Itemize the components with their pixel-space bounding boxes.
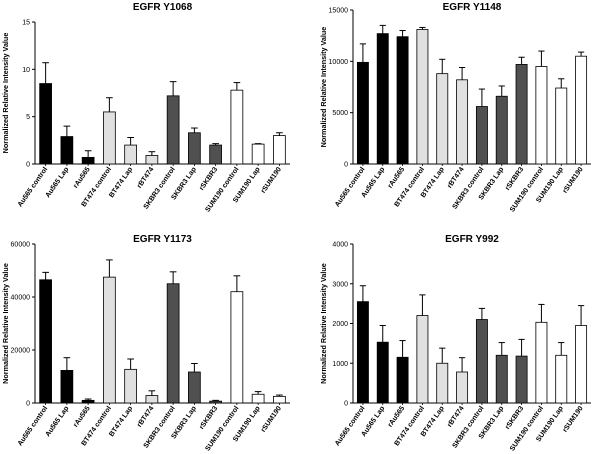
bar (60, 136, 74, 165)
x-tick-label: rBT474 (446, 166, 465, 190)
bar (166, 283, 180, 404)
y-tick-label: 4000 (332, 242, 348, 249)
bar (166, 95, 180, 165)
y-axis-label: Normalized Relative Intensity Value (1, 263, 10, 384)
bar (39, 279, 52, 404)
y-tick-label: 15 (22, 20, 30, 27)
x-tick-label: rBT474 (136, 405, 155, 429)
bar (396, 36, 409, 165)
bar (515, 64, 528, 165)
bar (209, 144, 222, 165)
bar (124, 144, 137, 165)
bar (230, 89, 244, 165)
chart-panel-3: EGFR Y1173 Normalized Relative Intensity … (1, 234, 290, 452)
bar (396, 356, 409, 404)
bar (145, 155, 159, 165)
bar (456, 371, 469, 404)
x-tick-label: rBT474 (136, 166, 155, 190)
bar (356, 301, 369, 404)
y-tick-label: 1000 (332, 361, 348, 368)
x-tick-label: Au565 control (334, 405, 367, 447)
x-tick-label: rAu565 (387, 405, 406, 429)
y-tick-label: 15000 (329, 8, 349, 15)
bar (60, 370, 74, 404)
chart-title: EGFR Y1173 (133, 234, 192, 245)
bar (555, 87, 568, 165)
x-tick-label: Au565 control (334, 166, 367, 208)
y-tick-label: 60000 (11, 242, 31, 249)
x-tick-label: rSKBR3 (198, 166, 219, 192)
x-tick-label: Au565 control (17, 405, 50, 447)
chart-title: EGFR Y992 (445, 234, 499, 245)
bar (535, 321, 548, 404)
bar (251, 143, 265, 165)
y-tick-label: 0 (26, 401, 30, 408)
bar (124, 368, 137, 404)
bar (436, 73, 449, 165)
bar (273, 135, 286, 165)
bar (535, 66, 548, 165)
bar (475, 319, 488, 404)
bar (555, 354, 568, 404)
chart-title: EGFR Y1068 (133, 2, 193, 13)
x-tick-label: rSUM190 (562, 166, 585, 195)
y-axis-label: Normalized Relative Intensity Value (319, 263, 328, 384)
bar (103, 276, 116, 404)
bar (416, 315, 429, 404)
bar (103, 111, 116, 165)
x-tick-label: rSKBR3 (504, 405, 525, 431)
y-tick-label: 10000 (329, 59, 349, 66)
bar (495, 354, 508, 404)
bar (145, 395, 159, 404)
bar (188, 132, 201, 165)
chart-panel-2: EGFR Y1148 Normalized Relative Intensity … (319, 2, 591, 213)
bar (209, 400, 222, 404)
bar (416, 29, 429, 165)
x-tick-label: rAu565 (72, 405, 91, 429)
bar (436, 362, 449, 404)
y-axis-label: Normalized Relative Intensity Value (319, 27, 328, 148)
bar (575, 325, 588, 404)
y-tick-label: 0 (344, 401, 348, 408)
x-tick-label: rSKBR3 (198, 405, 219, 431)
y-tick-label: 0 (26, 162, 30, 169)
x-tick-label: rSUM190 (260, 166, 283, 195)
chart-panel-4: EGFR Y992 Normalized Relative Intensity V… (319, 234, 591, 452)
y-tick-label: 3000 (332, 281, 348, 288)
bar (495, 95, 508, 165)
x-tick-label: rAu565 (387, 166, 406, 190)
bar (456, 79, 469, 165)
x-tick-label: Au565 control (17, 166, 50, 208)
bar (273, 395, 286, 404)
y-tick-label: 0 (344, 162, 348, 169)
y-tick-label: 2000 (332, 321, 348, 328)
x-tick-label: rAu565 (72, 166, 91, 190)
chart-title: EGFR Y1148 (443, 2, 502, 13)
chart-panel-1: EGFR Y1068 Normalized Relative Intensity … (1, 2, 290, 213)
bar (475, 106, 488, 165)
y-tick-label: 20000 (11, 348, 31, 355)
bar (575, 55, 588, 165)
y-axis-label: Normalized Relative Intensity Value (1, 33, 10, 154)
y-tick-label: 40000 (11, 295, 31, 302)
bar (39, 83, 52, 165)
x-tick-label: rBT474 (446, 405, 465, 429)
x-tick-label: rSUM190 (562, 405, 585, 434)
y-tick-label: 5000 (332, 110, 348, 117)
y-tick-label: 10 (22, 67, 30, 74)
y-tick-label: 5 (26, 114, 30, 121)
bar (81, 399, 95, 404)
bar (81, 156, 95, 165)
bar (376, 341, 389, 404)
bar (515, 355, 528, 404)
x-tick-label: rSKBR3 (504, 166, 525, 192)
bar (230, 291, 244, 404)
x-tick-label: rSUM190 (260, 405, 283, 434)
bar (376, 33, 389, 165)
bar (356, 61, 369, 165)
bar (188, 371, 201, 404)
bar (251, 393, 265, 404)
